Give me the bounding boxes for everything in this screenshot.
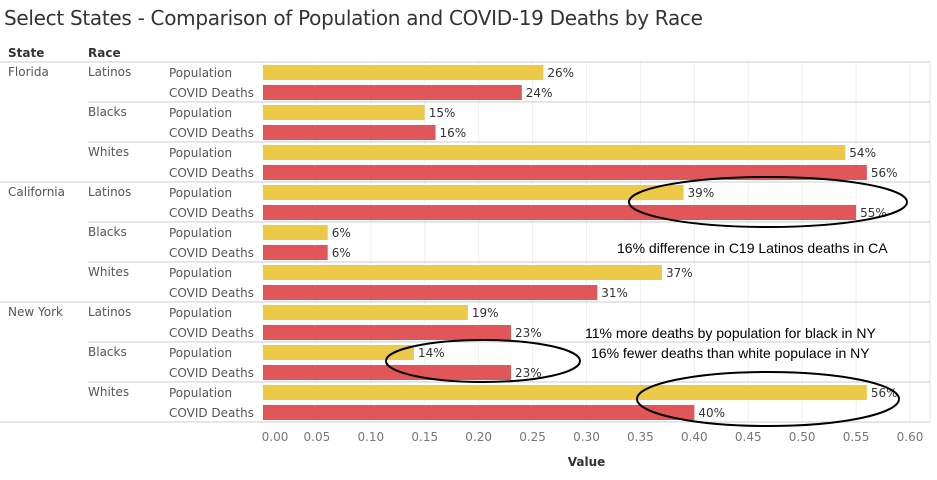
measure-label: Population xyxy=(169,386,232,400)
annotation-ellipse xyxy=(628,176,908,228)
state-label: California xyxy=(8,185,65,199)
state-header: State xyxy=(8,46,45,60)
bar xyxy=(263,365,512,380)
bar xyxy=(263,285,598,300)
x-tick-label: 0.25 xyxy=(519,430,546,444)
data-label: 40% xyxy=(698,406,725,420)
race-label: Latinos xyxy=(88,305,131,319)
bar xyxy=(263,105,425,120)
data-label: 56% xyxy=(871,166,898,180)
annotation-ca-latinos: 16% difference in C19 Latinos deaths in … xyxy=(617,240,888,256)
measure-label: Population xyxy=(169,266,232,280)
measure-label: COVID Deaths xyxy=(169,166,254,180)
race-label: Latinos xyxy=(88,185,131,199)
x-tick-label: 0.00 xyxy=(262,430,289,444)
measure-label: COVID Deaths xyxy=(169,326,254,340)
bar xyxy=(263,305,468,320)
data-label: 6% xyxy=(332,246,351,260)
race-header: Race xyxy=(88,46,121,60)
measure-label: COVID Deaths xyxy=(169,86,254,100)
data-label: 23% xyxy=(515,366,542,380)
race-label: Blacks xyxy=(88,225,127,239)
x-tick-label: 0.35 xyxy=(627,430,654,444)
data-label: 54% xyxy=(849,146,876,160)
bar xyxy=(263,125,436,140)
bar xyxy=(263,65,544,80)
bar xyxy=(263,225,328,240)
race-label: Whites xyxy=(88,145,129,159)
race-label: Blacks xyxy=(88,105,127,119)
race-label: Whites xyxy=(88,385,129,399)
x-tick-label: 0.60 xyxy=(897,430,924,444)
measure-label: COVID Deaths xyxy=(169,126,254,140)
data-label: 37% xyxy=(666,266,693,280)
measure-label: Population xyxy=(169,106,232,120)
measure-label: Population xyxy=(169,346,232,360)
bar xyxy=(263,345,414,360)
x-tick-label: 0.55 xyxy=(843,430,870,444)
annotation-ellipse xyxy=(636,371,900,427)
bar xyxy=(263,265,662,280)
bar xyxy=(263,185,684,200)
bar xyxy=(263,325,512,340)
x-tick-label: 0.45 xyxy=(735,430,762,444)
measure-label: Population xyxy=(169,306,232,320)
data-label: 19% xyxy=(472,306,499,320)
chart-title: Select States - Comparison of Population… xyxy=(4,6,703,30)
measure-label: Population xyxy=(169,226,232,240)
annotation-ellipse xyxy=(385,339,581,383)
measure-label: COVID Deaths xyxy=(169,286,254,300)
measure-label: Population xyxy=(169,146,232,160)
data-label: 14% xyxy=(418,346,445,360)
x-tick-label: 0.10 xyxy=(357,430,384,444)
measure-label: COVID Deaths xyxy=(169,246,254,260)
data-label: 31% xyxy=(601,286,628,300)
x-tick-label: 0.05 xyxy=(304,430,331,444)
x-tick-label: 0.15 xyxy=(411,430,438,444)
measure-label: Population xyxy=(169,186,232,200)
x-tick-label: 0.50 xyxy=(789,430,816,444)
measure-label: COVID Deaths xyxy=(169,406,254,420)
measure-label: COVID Deaths xyxy=(169,366,254,380)
bar xyxy=(263,145,846,160)
data-label: 56% xyxy=(871,386,898,400)
data-label: 39% xyxy=(688,186,715,200)
race-label: Whites xyxy=(88,265,129,279)
bar xyxy=(263,385,867,400)
state-label: Florida xyxy=(8,65,49,79)
measure-label: Population xyxy=(169,66,232,80)
bar xyxy=(263,245,328,260)
annotation-ny-blacks-2: 16% fewer deaths than white populace in … xyxy=(591,345,870,361)
x-tick-label: 0.30 xyxy=(573,430,600,444)
bar xyxy=(263,85,522,100)
data-label: 23% xyxy=(515,326,542,340)
bar xyxy=(263,165,867,180)
state-label: New York xyxy=(8,305,63,319)
data-label: 6% xyxy=(332,226,351,240)
data-label: 16% xyxy=(440,126,467,140)
x-tick-label: 0.20 xyxy=(465,430,492,444)
data-label: 26% xyxy=(547,66,574,80)
bar xyxy=(263,205,857,220)
data-label: 24% xyxy=(526,86,553,100)
x-tick-label: 0.40 xyxy=(681,430,708,444)
x-axis-title: Value xyxy=(568,455,606,469)
race-label: Latinos xyxy=(88,65,131,79)
measure-label: COVID Deaths xyxy=(169,206,254,220)
annotation-ny-blacks-1: 11% more deaths by population for black … xyxy=(585,325,876,341)
race-label: Blacks xyxy=(88,345,127,359)
bar xyxy=(263,405,695,420)
data-label: 15% xyxy=(429,106,456,120)
